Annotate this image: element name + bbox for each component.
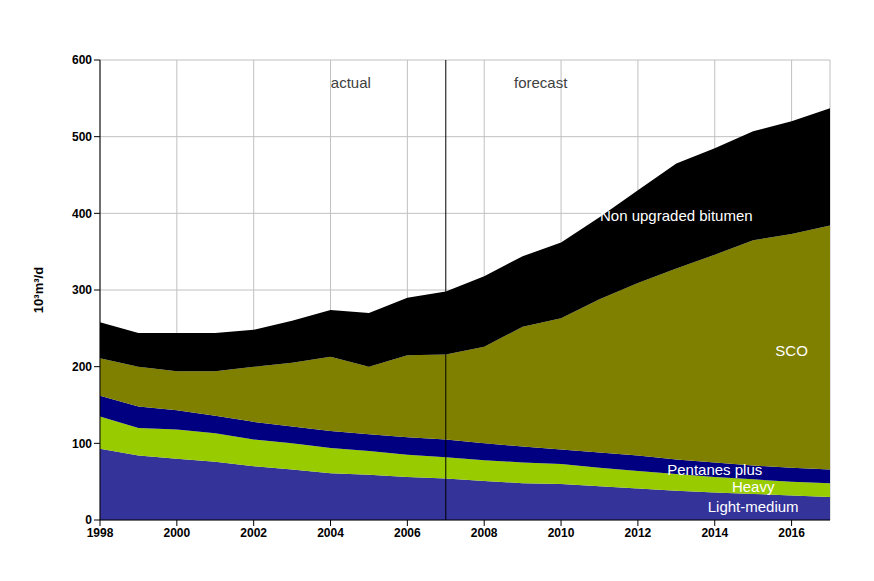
svg-text:0: 0 bbox=[85, 513, 92, 527]
svg-text:2014: 2014 bbox=[701, 526, 728, 540]
svg-text:600: 600 bbox=[72, 53, 92, 67]
svg-text:2006: 2006 bbox=[394, 526, 421, 540]
svg-text:2002: 2002 bbox=[240, 526, 267, 540]
svg-text:500: 500 bbox=[72, 130, 92, 144]
svg-text:forecast: forecast bbox=[514, 74, 568, 91]
svg-text:Heavy: Heavy bbox=[732, 478, 775, 495]
svg-text:300: 300 bbox=[72, 283, 92, 297]
svg-text:Pentanes plus: Pentanes plus bbox=[667, 461, 762, 478]
svg-text:10³m³/d: 10³m³/d bbox=[31, 267, 46, 313]
svg-text:actual: actual bbox=[331, 74, 371, 91]
svg-text:2008: 2008 bbox=[471, 526, 498, 540]
svg-text:SCO: SCO bbox=[775, 342, 808, 359]
svg-text:2016: 2016 bbox=[778, 526, 805, 540]
svg-text:Light-medium: Light-medium bbox=[708, 498, 799, 515]
svg-text:200: 200 bbox=[72, 360, 92, 374]
svg-text:2012: 2012 bbox=[625, 526, 652, 540]
svg-text:400: 400 bbox=[72, 207, 92, 221]
svg-text:2010: 2010 bbox=[548, 526, 575, 540]
svg-text:2004: 2004 bbox=[317, 526, 344, 540]
svg-text:100: 100 bbox=[72, 437, 92, 451]
svg-text:2000: 2000 bbox=[163, 526, 190, 540]
svg-text:Non upgraded bitumen: Non upgraded bitumen bbox=[600, 207, 753, 224]
svg-text:1998: 1998 bbox=[87, 526, 114, 540]
